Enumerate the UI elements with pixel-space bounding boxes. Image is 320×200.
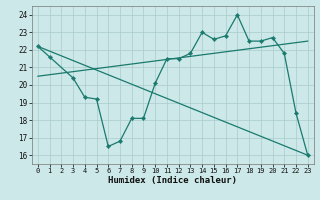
X-axis label: Humidex (Indice chaleur): Humidex (Indice chaleur) xyxy=(108,176,237,185)
